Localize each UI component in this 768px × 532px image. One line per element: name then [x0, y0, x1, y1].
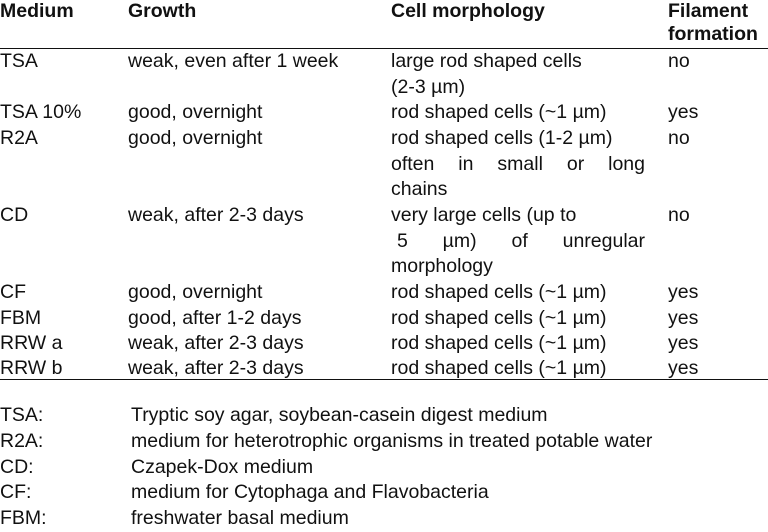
cell-growth: weak, even after 1 week [128, 50, 339, 72]
legend-abbreviation: TSA: [0, 404, 44, 426]
legend-abbreviation: R2A: [0, 430, 44, 452]
cell-medium: FBM [0, 307, 42, 329]
cell-growth: good, after 1-2 days [128, 307, 302, 329]
cell-morphology: rod shaped cells (~1 µm) [391, 306, 645, 332]
header-filament-formation: Filament formation [668, 0, 758, 46]
header-growth: Growth [128, 0, 197, 22]
morphology-line: very large cells (up to [391, 204, 577, 226]
cell-medium: TSA 10% [0, 101, 82, 123]
cell-morphology: rod shaped cells (~1 µm) [391, 280, 645, 306]
cell-morphology: very large cells (up to 5 µm) of unregul… [391, 203, 645, 280]
morphology-line: morphology [391, 255, 493, 277]
cell-filament: no [668, 204, 690, 226]
cell-filament: yes [668, 357, 699, 379]
morphology-line: 5 µm) of unregular [397, 229, 645, 252]
cell-filament: no [668, 50, 690, 72]
morphology-line: chains [391, 178, 448, 200]
legend-abbreviation: CF: [0, 481, 32, 503]
morphology-line: (2-3 µm) [391, 75, 466, 98]
cell-filament: yes [668, 332, 699, 354]
cell-growth: good, overnight [128, 101, 263, 123]
morphology-line: rod shaped cells (~1 µm) [391, 332, 607, 354]
morphology-line: rod shaped cells (~1 µm) [391, 357, 607, 379]
cell-medium: RRW b [0, 357, 63, 379]
legend-description: Czapek-Dox medium [131, 456, 314, 478]
legend-description: medium for Cytophaga and Flavobacteria [131, 481, 489, 503]
morphology-line: often in small or long [391, 152, 645, 175]
morphology-line: rod shaped cells (~1 µm) [391, 307, 607, 329]
cell-morphology: rod shaped cells (~1 µm) [391, 100, 645, 126]
cell-medium: CF [0, 281, 26, 303]
cell-medium: CD [0, 204, 29, 226]
cell-morphology: rod shaped cells (~1 µm) [391, 356, 645, 382]
legend-description: freshwater basal medium [131, 507, 349, 529]
cell-growth: weak, after 2-3 days [128, 332, 304, 354]
header-medium: Medium [0, 0, 74, 22]
legend-description: Tryptic soy agar, soybean-casein digest … [131, 404, 548, 426]
cell-morphology: rod shaped cells (~1 µm) [391, 331, 645, 357]
cell-morphology: rod shaped cells (1-2 µm) often in small… [391, 126, 645, 203]
cell-medium: TSA [0, 50, 38, 72]
cell-filament: yes [668, 101, 699, 123]
cell-filament: yes [668, 281, 699, 303]
cell-growth: weak, after 2-3 days [128, 357, 304, 379]
cell-medium: R2A [0, 127, 38, 149]
cell-growth: good, overnight [128, 127, 263, 149]
cell-medium: RRW a [0, 332, 63, 354]
legend-abbreviation: CD: [0, 456, 34, 478]
cell-morphology: large rod shaped cells (2-3 µm) [391, 49, 645, 100]
cell-filament: yes [668, 307, 699, 329]
header-filament-line1: Filament [668, 0, 749, 22]
morphology-line: large rod shaped cells [391, 50, 582, 72]
morphology-line: rod shaped cells (~1 µm) [391, 101, 607, 123]
header-filament-line2: formation [668, 23, 758, 45]
table-bottom-rule [0, 379, 768, 380]
legend-description: medium for heterotrophic organisms in tr… [131, 430, 653, 452]
header-cell-morphology: Cell morphology [391, 0, 545, 22]
morphology-line: rod shaped cells (~1 µm) [391, 281, 607, 303]
header-rule [0, 48, 768, 49]
cell-growth: weak, after 2-3 days [128, 204, 304, 226]
legend-abbreviation: FBM: [0, 507, 47, 529]
morphology-line: rod shaped cells (1-2 µm) [391, 127, 613, 149]
cell-filament: no [668, 127, 690, 149]
cell-growth: good, overnight [128, 281, 263, 303]
